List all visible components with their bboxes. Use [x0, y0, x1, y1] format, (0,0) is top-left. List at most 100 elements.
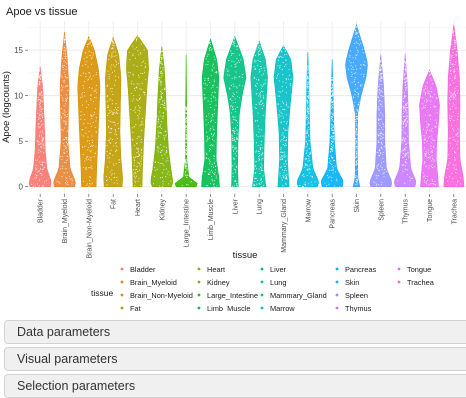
data-point [42, 139, 44, 141]
data-point [307, 70, 309, 72]
data-point [64, 152, 66, 154]
data-point [41, 97, 43, 99]
data-point [330, 169, 332, 171]
data-point [232, 172, 234, 174]
data-point [306, 144, 308, 146]
data-point [56, 180, 58, 182]
visual-parameters-panel[interactable]: Visual parameters [4, 347, 466, 371]
data-point [157, 115, 159, 117]
data-point [402, 127, 404, 129]
data-point [214, 121, 217, 124]
data-point [375, 183, 378, 185]
data-point [210, 87, 212, 89]
data-point [214, 132, 216, 134]
data-point [285, 78, 287, 80]
data-point [209, 148, 211, 150]
data-point [62, 155, 64, 157]
data-point [355, 33, 357, 35]
data-point [378, 175, 380, 177]
data-point [81, 134, 83, 136]
data-point [115, 131, 117, 133]
data-point [377, 168, 379, 170]
data-point [214, 174, 216, 176]
data-point [145, 78, 147, 81]
data-point [162, 180, 164, 182]
data-point [259, 65, 261, 67]
data-point [90, 115, 92, 117]
data-point [355, 41, 357, 43]
data-point [284, 174, 286, 176]
data-point [157, 151, 159, 153]
data-point [452, 94, 454, 96]
data-point [355, 113, 357, 115]
data-point [213, 180, 215, 182]
data-point [41, 95, 43, 97]
data-point [378, 164, 380, 166]
data-point [283, 177, 285, 179]
data-point [112, 154, 114, 156]
data-point [379, 103, 381, 105]
data-point [435, 119, 437, 121]
data-point [402, 139, 404, 141]
data-point [34, 177, 36, 179]
data-point [110, 149, 112, 151]
data-point [210, 107, 212, 109]
data-point [450, 95, 452, 97]
data-point [404, 139, 406, 141]
data-point [207, 100, 209, 102]
data-point [405, 71, 407, 73]
data-point [425, 105, 427, 107]
data-point [140, 124, 142, 126]
y-tick-label: 0 [19, 183, 24, 192]
data-point [230, 50, 232, 52]
data-point [311, 184, 313, 186]
data-point [426, 82, 428, 84]
data-point [277, 103, 279, 105]
data-point [181, 184, 183, 187]
data-point [133, 98, 135, 100]
data-point [330, 150, 332, 152]
data-point [92, 145, 94, 147]
data-point [411, 177, 413, 180]
data-point [278, 80, 280, 82]
data-point [332, 114, 334, 116]
data-point [238, 54, 240, 56]
data-point [403, 105, 405, 107]
data-point [404, 115, 406, 118]
data-point [307, 132, 309, 134]
data-parameters-panel[interactable]: Data parameters [4, 320, 466, 344]
data-point [117, 109, 119, 111]
data-point [450, 67, 452, 69]
data-point [91, 135, 93, 137]
selection-parameters-panel[interactable]: Selection parameters [4, 374, 466, 398]
data-point [203, 94, 205, 96]
data-point [279, 64, 281, 66]
data-point [436, 98, 438, 100]
data-point [162, 69, 164, 71]
data-point [303, 176, 305, 178]
data-point [39, 70, 41, 72]
data-point [424, 181, 426, 183]
data-point [209, 103, 211, 105]
data-point [164, 131, 166, 133]
data-point [65, 141, 67, 144]
data-point [254, 84, 256, 86]
data-point [113, 164, 115, 166]
data-point [427, 90, 429, 92]
data-point [93, 114, 95, 116]
data-point [259, 184, 261, 186]
data-point [262, 170, 264, 172]
data-point [283, 136, 285, 138]
data-point [139, 154, 141, 156]
data-point [161, 75, 163, 77]
data-point [281, 86, 283, 88]
data-point [452, 178, 454, 180]
data-point [453, 104, 455, 106]
data-point [402, 112, 404, 115]
data-point [163, 135, 165, 137]
data-point [42, 161, 44, 163]
data-point [383, 161, 385, 163]
data-point [381, 77, 383, 79]
data-point [454, 75, 457, 77]
data-point [65, 121, 67, 123]
